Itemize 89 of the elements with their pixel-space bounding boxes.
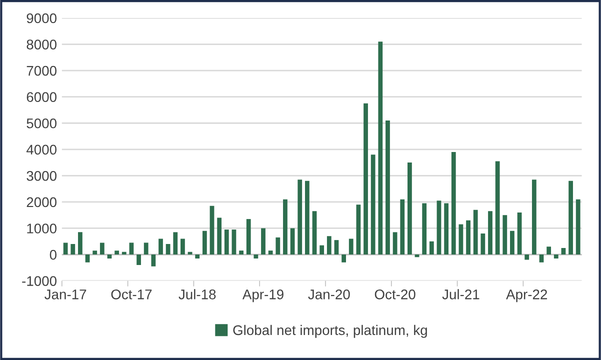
bar	[364, 103, 368, 255]
bar	[290, 228, 295, 255]
bar	[122, 252, 126, 255]
y-tick-label: 7000	[26, 66, 56, 76]
bar	[320, 245, 324, 255]
bar	[180, 238, 185, 255]
bar	[202, 230, 207, 255]
bar	[232, 230, 236, 255]
y-tick-label: 9000	[26, 13, 56, 24]
bar	[444, 203, 449, 255]
bar	[466, 220, 470, 255]
bar	[502, 215, 508, 255]
bar	[568, 180, 573, 255]
bar	[458, 224, 464, 255]
x-tick-label: Jan-20	[308, 290, 350, 300]
bar	[356, 204, 361, 255]
bar	[261, 228, 266, 255]
bar	[348, 238, 354, 255]
y-tick-label: 3000	[26, 171, 56, 181]
y-tick-label: 5000	[26, 118, 56, 128]
bar	[166, 244, 170, 255]
y-tick-label: 2000	[26, 197, 56, 208]
y-tick-label: 6000	[26, 92, 56, 102]
bar	[173, 232, 178, 255]
bar	[392, 232, 398, 255]
bar	[254, 254, 258, 258]
bar	[436, 200, 442, 255]
bar	[517, 212, 522, 255]
bar	[524, 254, 530, 260]
bar	[378, 42, 383, 255]
x-tick-label: Jul-18	[178, 289, 216, 300]
y-tick-label: 8000	[26, 40, 56, 50]
bar	[488, 211, 492, 255]
x-tick-label: Apr-19	[242, 290, 284, 302]
bar	[92, 250, 98, 255]
bar	[246, 219, 251, 255]
bar	[129, 242, 134, 255]
bar	[224, 230, 229, 255]
bar	[576, 199, 580, 255]
bar	[210, 206, 214, 255]
bar	[144, 242, 148, 255]
bar	[561, 248, 566, 255]
bar	[158, 238, 163, 255]
bar	[239, 250, 244, 255]
bar	[532, 180, 536, 255]
bar	[100, 242, 104, 255]
bar	[85, 254, 90, 262]
bar	[304, 180, 310, 255]
x-tick-label: Oct-17	[111, 290, 152, 300]
y-tick-label: -1000	[22, 276, 56, 286]
bar	[326, 236, 332, 255]
bar	[400, 199, 405, 255]
bar	[429, 241, 434, 255]
bar	[480, 233, 486, 255]
bar	[510, 230, 514, 255]
bar	[195, 254, 200, 258]
x-tick-label: Oct-20	[374, 290, 416, 300]
bar	[546, 246, 552, 255]
bar	[78, 232, 82, 255]
bar	[283, 199, 288, 255]
y-tick-label: 1000	[27, 224, 56, 234]
bar	[473, 210, 478, 255]
bar	[370, 154, 376, 255]
y-tick-label: 0	[50, 250, 56, 260]
bar	[386, 120, 390, 255]
bar	[63, 242, 68, 255]
x-tick-label: Jan-17	[44, 290, 86, 300]
bar	[554, 254, 558, 258]
bar	[217, 218, 222, 255]
y-tick-label: 4000	[26, 144, 56, 155]
bar	[107, 254, 112, 258]
legend-label: Global net imports, platinum, kg	[233, 324, 427, 338]
bar	[334, 240, 339, 255]
bar	[539, 254, 544, 262]
bar	[151, 254, 156, 266]
bar	[408, 162, 412, 255]
bar	[451, 152, 456, 255]
x-tick-label: Apr-22	[506, 290, 547, 302]
bar	[342, 254, 346, 262]
bar	[114, 250, 120, 255]
bar	[70, 244, 76, 255]
bar	[422, 203, 427, 255]
bar	[136, 254, 141, 266]
bar	[312, 211, 317, 255]
bar	[276, 237, 280, 255]
bar	[268, 250, 273, 255]
bar	[495, 161, 500, 255]
bar	[298, 180, 302, 255]
x-tick-label: Jul-21	[442, 289, 480, 300]
